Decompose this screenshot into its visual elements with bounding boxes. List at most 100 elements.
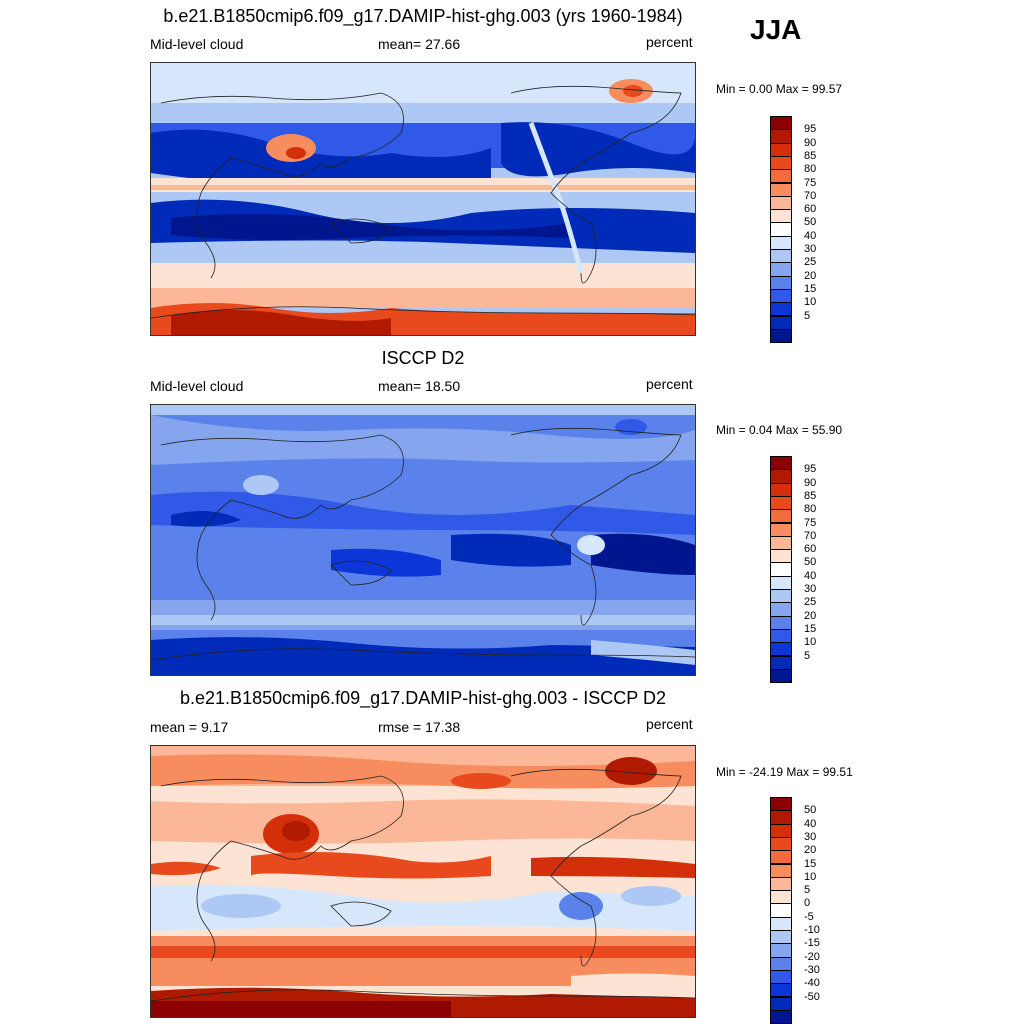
colorbar-tick-label: 15 [804, 857, 817, 870]
panel1-left-label: Mid-level cloud [150, 36, 244, 52]
colorbar-tick-label: 50 [804, 804, 817, 817]
colorbar-tick-label: 90 [804, 136, 817, 149]
colorbar-swatch [770, 628, 792, 644]
colorbar-swatch [770, 1009, 792, 1024]
colorbar-swatch [770, 509, 792, 524]
colorbar-swatch [770, 969, 792, 985]
colorbar-tick-label: 70 [804, 189, 817, 202]
colorbar-swatch [770, 262, 792, 277]
panel2-title: ISCCP D2 [381, 348, 465, 368]
colorbar-tick-label: 15 [804, 622, 817, 635]
colorbar-swatch [770, 302, 792, 317]
colorbar-swatch [770, 482, 792, 497]
colorbar-tick-label: -10 [804, 924, 820, 936]
colorbar-tick-label: -20 [804, 950, 820, 963]
colorbar-tick-label: 40 [804, 817, 817, 830]
colorbar-swatch [770, 956, 792, 971]
colorbar-swatch [770, 996, 792, 1011]
colorbar-swatch [770, 668, 792, 684]
colorbar-tick-label: 80 [804, 503, 817, 516]
colorbar-swatch [770, 850, 792, 865]
colorbar-tick-label: 10 [804, 296, 817, 309]
colorbar-swatch [770, 549, 792, 564]
colorbar-tick-label: -40 [804, 977, 820, 990]
colorbar-swatch [770, 142, 792, 157]
colorbar-swatch [770, 615, 792, 630]
panel3-title: b.e21.B1850cmip6.f09_g17.DAMIP-hist-ghg.… [180, 688, 666, 708]
colorbar-tick-label: 50 [804, 216, 817, 229]
colorbar-tick-label: 75 [804, 176, 817, 189]
colorbar-swatch [770, 943, 792, 958]
colorbar-tick-label: -5 [804, 910, 814, 923]
panel3-map [150, 745, 696, 1018]
colorbar-swatch [770, 495, 792, 511]
season-label: JJA [750, 14, 802, 45]
colorbar-tick-label: 70 [804, 529, 817, 542]
colorbar-swatch [770, 836, 792, 852]
colorbar-tick-label: 90 [804, 476, 817, 489]
colorbar-tick-label: 5 [804, 884, 811, 897]
colorbar-swatch [770, 222, 792, 237]
colorbar-tick-label: 5 [804, 649, 811, 662]
colorbar-swatch [770, 235, 792, 250]
colorbar-swatch [770, 155, 792, 171]
colorbar-swatch [770, 469, 792, 484]
colorbar-swatch [770, 288, 792, 304]
colorbar-swatch [770, 863, 792, 878]
colorbar-swatch [770, 195, 792, 211]
panel3-rmse: rmse = 17.38 [378, 719, 461, 735]
colorbar-swatch [770, 129, 792, 144]
colorbar-swatch [770, 876, 792, 892]
colorbar-swatch [770, 456, 792, 471]
colorbar-swatch [770, 810, 792, 825]
colorbar-tick-label: 60 [804, 203, 817, 216]
panel3-minmax: Min = -24.19 Max = 99.51 [716, 765, 853, 779]
colorbar-tick-label: -15 [804, 937, 820, 950]
colorbar-swatch [770, 182, 792, 197]
colorbar-tick-label: 30 [804, 243, 817, 255]
colorbar-swatch [770, 562, 792, 577]
colorbar-swatch [770, 642, 792, 657]
colorbar-swatch [770, 249, 792, 264]
colorbar-tick-label: 50 [804, 556, 817, 569]
panel1-units: percent [646, 34, 693, 50]
colorbar-swatch [770, 823, 792, 838]
panel1-mean: mean= 27.66 [378, 36, 461, 52]
colorbar-tick-label: 20 [804, 269, 817, 282]
colorbar-swatch [770, 983, 792, 998]
colorbar-tick-label: 60 [804, 543, 817, 556]
colorbar-tick-label: 10 [804, 636, 817, 649]
colorbar-tick-label: 20 [804, 609, 817, 622]
colorbar-tick-label: 25 [804, 256, 817, 269]
colorbar-tick-label: 20 [804, 844, 817, 857]
colorbar-tick-label: 15 [804, 282, 817, 295]
colorbar-tick-label: -50 [804, 990, 820, 1003]
colorbar-swatch [770, 169, 792, 184]
colorbar-tick-label: 80 [804, 163, 817, 176]
colorbar-tick-label: 30 [804, 830, 817, 843]
colorbar-swatch [770, 916, 792, 931]
colorbar-swatch [770, 535, 792, 551]
panel3-mean: mean = 9.17 [150, 719, 229, 735]
colorbar-tick-label: 85 [804, 149, 817, 162]
colorbar-swatch [770, 575, 792, 590]
colorbar-tick-label: 30 [804, 583, 817, 595]
colorbar-swatch [770, 209, 792, 224]
colorbar-tick-label: 95 [804, 463, 817, 476]
colorbar-swatch [770, 589, 792, 604]
colorbar-tick-label: 40 [804, 569, 817, 582]
colorbar-swatch [770, 655, 792, 670]
colorbar-tick-label: 5 [804, 309, 811, 322]
colorbar-swatch [770, 797, 792, 812]
panel3-units: percent [646, 716, 693, 732]
colorbar-swatch [770, 116, 792, 131]
colorbar-swatch [770, 522, 792, 537]
colorbar-tick-label: 75 [804, 516, 817, 529]
colorbar-tick-label: 95 [804, 123, 817, 136]
panel1-map [150, 62, 696, 336]
colorbar-swatch [770, 602, 792, 617]
panel2-minmax: Min = 0.04 Max = 55.90 [716, 423, 843, 437]
colorbar-swatch [770, 328, 792, 344]
panel1-minmax: Min = 0.00 Max = 99.57 [716, 82, 843, 96]
colorbar-tick-label: 0 [804, 897, 811, 910]
